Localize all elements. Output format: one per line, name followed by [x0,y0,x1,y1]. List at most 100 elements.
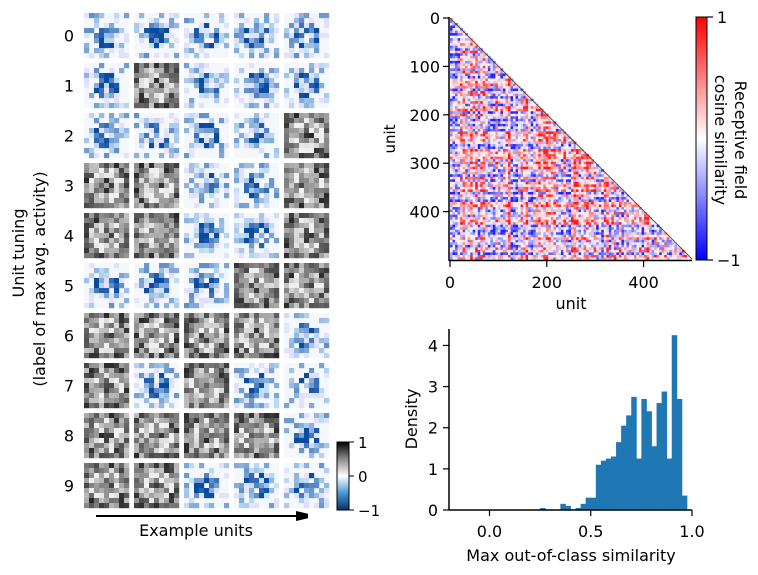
heatmap-cell [616,227,620,231]
heatmap-cell [613,249,617,253]
heatmap-cell [598,229,602,233]
heatmap-cell [550,131,554,135]
heatmap-cell [530,232,534,236]
heatmap-cell [515,128,519,132]
heatmap-cell [457,96,461,99]
heatmap-cell [631,222,635,226]
heatmap-cell [676,244,680,248]
heatmap-cell [467,131,471,135]
heatmap-cell [651,252,655,256]
heatmap-cell [480,101,484,105]
heatmap-cell [525,161,529,165]
heatmap-cell [588,181,592,185]
heatmap-cell [465,166,468,170]
heatmap-cell [510,154,514,157]
heatmap-cell [520,164,524,168]
heatmap-cell [543,196,547,200]
heatmap-cell [565,191,569,195]
heatmap-cell [613,212,617,215]
heatmap-cell [661,232,665,236]
heatmap-cell [495,88,499,92]
heatmap-cell [485,83,489,87]
heatmap-cell [576,159,579,162]
heatmap-cell [631,207,635,210]
heatmap-cell [538,219,542,223]
heatmap-cell [644,257,647,261]
heatmap-cell [540,161,544,165]
heatmap-cell [497,257,501,261]
heatmap-cell [482,70,486,74]
heatmap-cell [603,217,607,220]
heatmap-cell [528,98,531,102]
heatmap-cell [455,121,458,125]
heatmap-cell [467,244,471,248]
heatmap-cell [576,164,579,168]
heatmap-cell [568,149,572,152]
heatmap-cell [571,222,574,226]
heatmap-cell [507,136,511,140]
heatmap-cell [475,161,479,165]
heatmap-cell [485,149,489,152]
heatmap-cell [623,229,627,233]
heatmap-cell [623,232,627,236]
heatmap-cell [462,254,466,258]
heatmap-cell [598,181,602,185]
heatmap-cell [555,242,559,246]
heatmap-cell [477,171,481,175]
heatmap-cell [628,242,632,246]
heatmap-cell [555,171,559,175]
heatmap-cell [538,209,542,213]
heatmap-cell [525,234,529,238]
heatmap-cell [533,254,537,258]
heatmap-cell [495,146,499,150]
heatmap-cell [571,146,574,150]
heatmap-cell [581,181,584,185]
heatmap-cell [583,257,587,261]
heatmap-cell [480,199,484,203]
heatmap-cell [623,252,627,256]
heatmap-cell [450,161,453,165]
heatmap-cell [565,232,569,236]
heatmap-cell [505,154,509,157]
heatmap-cell [528,194,531,198]
heatmap-cell [507,189,511,193]
heatmap-cell [523,179,526,183]
heatmap-cell [502,96,506,99]
heatmap-cell [603,181,607,185]
heatmap-cell [613,204,617,208]
heatmap-cell [623,191,627,195]
heatmap-cell [523,106,526,110]
heatmap-cell [452,199,456,203]
heatmap-cell [460,139,463,142]
heatmap-cell [528,249,531,253]
heatmap-cell [457,189,461,193]
heatmap-cell [601,181,605,185]
heatmap-cell [530,131,534,135]
heatmap-cell [586,212,589,215]
heatmap-cell [487,141,491,145]
heatmap-cell [462,128,466,132]
heatmap-cell [535,166,539,170]
heatmap-cell [477,98,481,102]
heatmap-cell [460,113,463,117]
heatmap-cell [487,242,491,246]
heatmap-cell [578,239,582,243]
heatmap-cell [581,186,584,190]
heatmap-cell [518,191,521,195]
heatmap-cell [495,139,499,142]
heatmap-cell [452,55,456,59]
heatmap-cell [457,249,461,253]
heatmap-cell [462,196,466,200]
heatmap-cell [588,186,592,190]
heatmap-cell [462,214,466,218]
heatmap-cell [548,166,552,170]
heatmap-cell [588,232,592,236]
heatmap-cell [452,65,456,69]
heatmap-cell [533,166,537,170]
heatmap-cell [450,65,453,69]
heatmap-cell [565,136,569,140]
heatmap-cell [467,186,471,190]
heatmap-cell [475,70,479,74]
heatmap-cell [477,242,481,246]
heatmap-cell [530,189,534,193]
